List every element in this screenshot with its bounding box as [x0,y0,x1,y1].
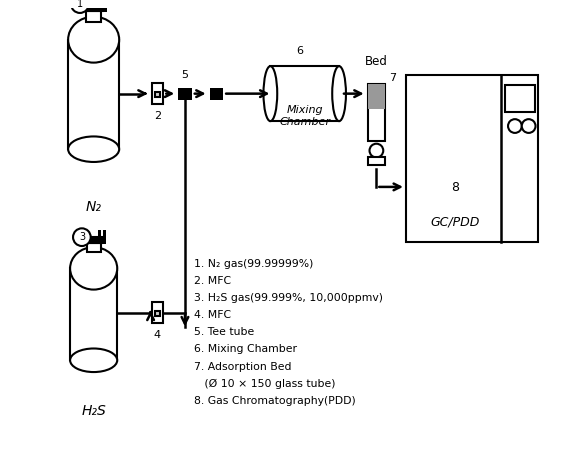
Circle shape [71,0,89,13]
Text: 4: 4 [154,330,161,340]
Bar [209,88,223,99]
Bar [68,40,119,149]
Text: 2: 2 [154,111,161,122]
Bar [85,4,103,11]
Text: Mixing
Chamber: Mixing Chamber [279,105,330,127]
Bar [368,158,385,165]
Circle shape [522,119,535,133]
Bar [505,85,535,112]
Text: N₂: N₂ [86,200,101,214]
Bar [97,230,100,244]
Bar [154,92,161,97]
Text: 4. MFC: 4. MFC [194,310,231,320]
Text: 6: 6 [296,46,303,56]
Bar [151,302,164,324]
Text: 7. Adsorption Bed: 7. Adsorption Bed [194,362,291,372]
Bar [368,84,385,141]
Text: 2. MFC: 2. MFC [194,276,231,286]
Text: 3: 3 [79,232,85,242]
Circle shape [369,144,383,158]
Bar [151,83,164,104]
Text: GC/PDD: GC/PDD [430,216,480,229]
Bar [86,11,101,22]
Bar [99,0,102,12]
Text: H₂S: H₂S [81,404,106,418]
Ellipse shape [70,348,117,372]
Bar [104,0,107,12]
Bar [270,66,339,121]
Ellipse shape [68,136,119,162]
Bar [178,88,192,99]
Text: (Ø 10 × 150 glass tube): (Ø 10 × 150 glass tube) [194,379,335,389]
Text: 5: 5 [182,70,188,80]
Text: 5. Tee tube: 5. Tee tube [194,327,254,338]
Ellipse shape [68,17,119,63]
Text: 6. Mixing Chamber: 6. Mixing Chamber [194,344,297,355]
Text: 3. H₂S gas(99.999%, 10,000ppmv): 3. H₂S gas(99.999%, 10,000ppmv) [194,293,383,303]
Bar [85,237,102,243]
Circle shape [508,119,522,133]
Bar [406,75,538,242]
Bar [103,230,106,244]
Bar [154,311,161,316]
Text: 1: 1 [77,0,83,9]
Text: 7: 7 [389,73,396,83]
Text: 8. Gas Chromatography(PDD): 8. Gas Chromatography(PDD) [194,396,356,406]
Ellipse shape [263,66,277,121]
Circle shape [73,228,90,246]
Ellipse shape [332,66,346,121]
Bar [86,243,101,252]
Ellipse shape [70,247,117,290]
Text: 1. N₂ gas(99.99999%): 1. N₂ gas(99.99999%) [194,259,313,269]
Text: 8: 8 [451,181,459,194]
Bar [368,84,385,109]
Bar [70,268,117,360]
Text: Bed: Bed [365,55,388,68]
